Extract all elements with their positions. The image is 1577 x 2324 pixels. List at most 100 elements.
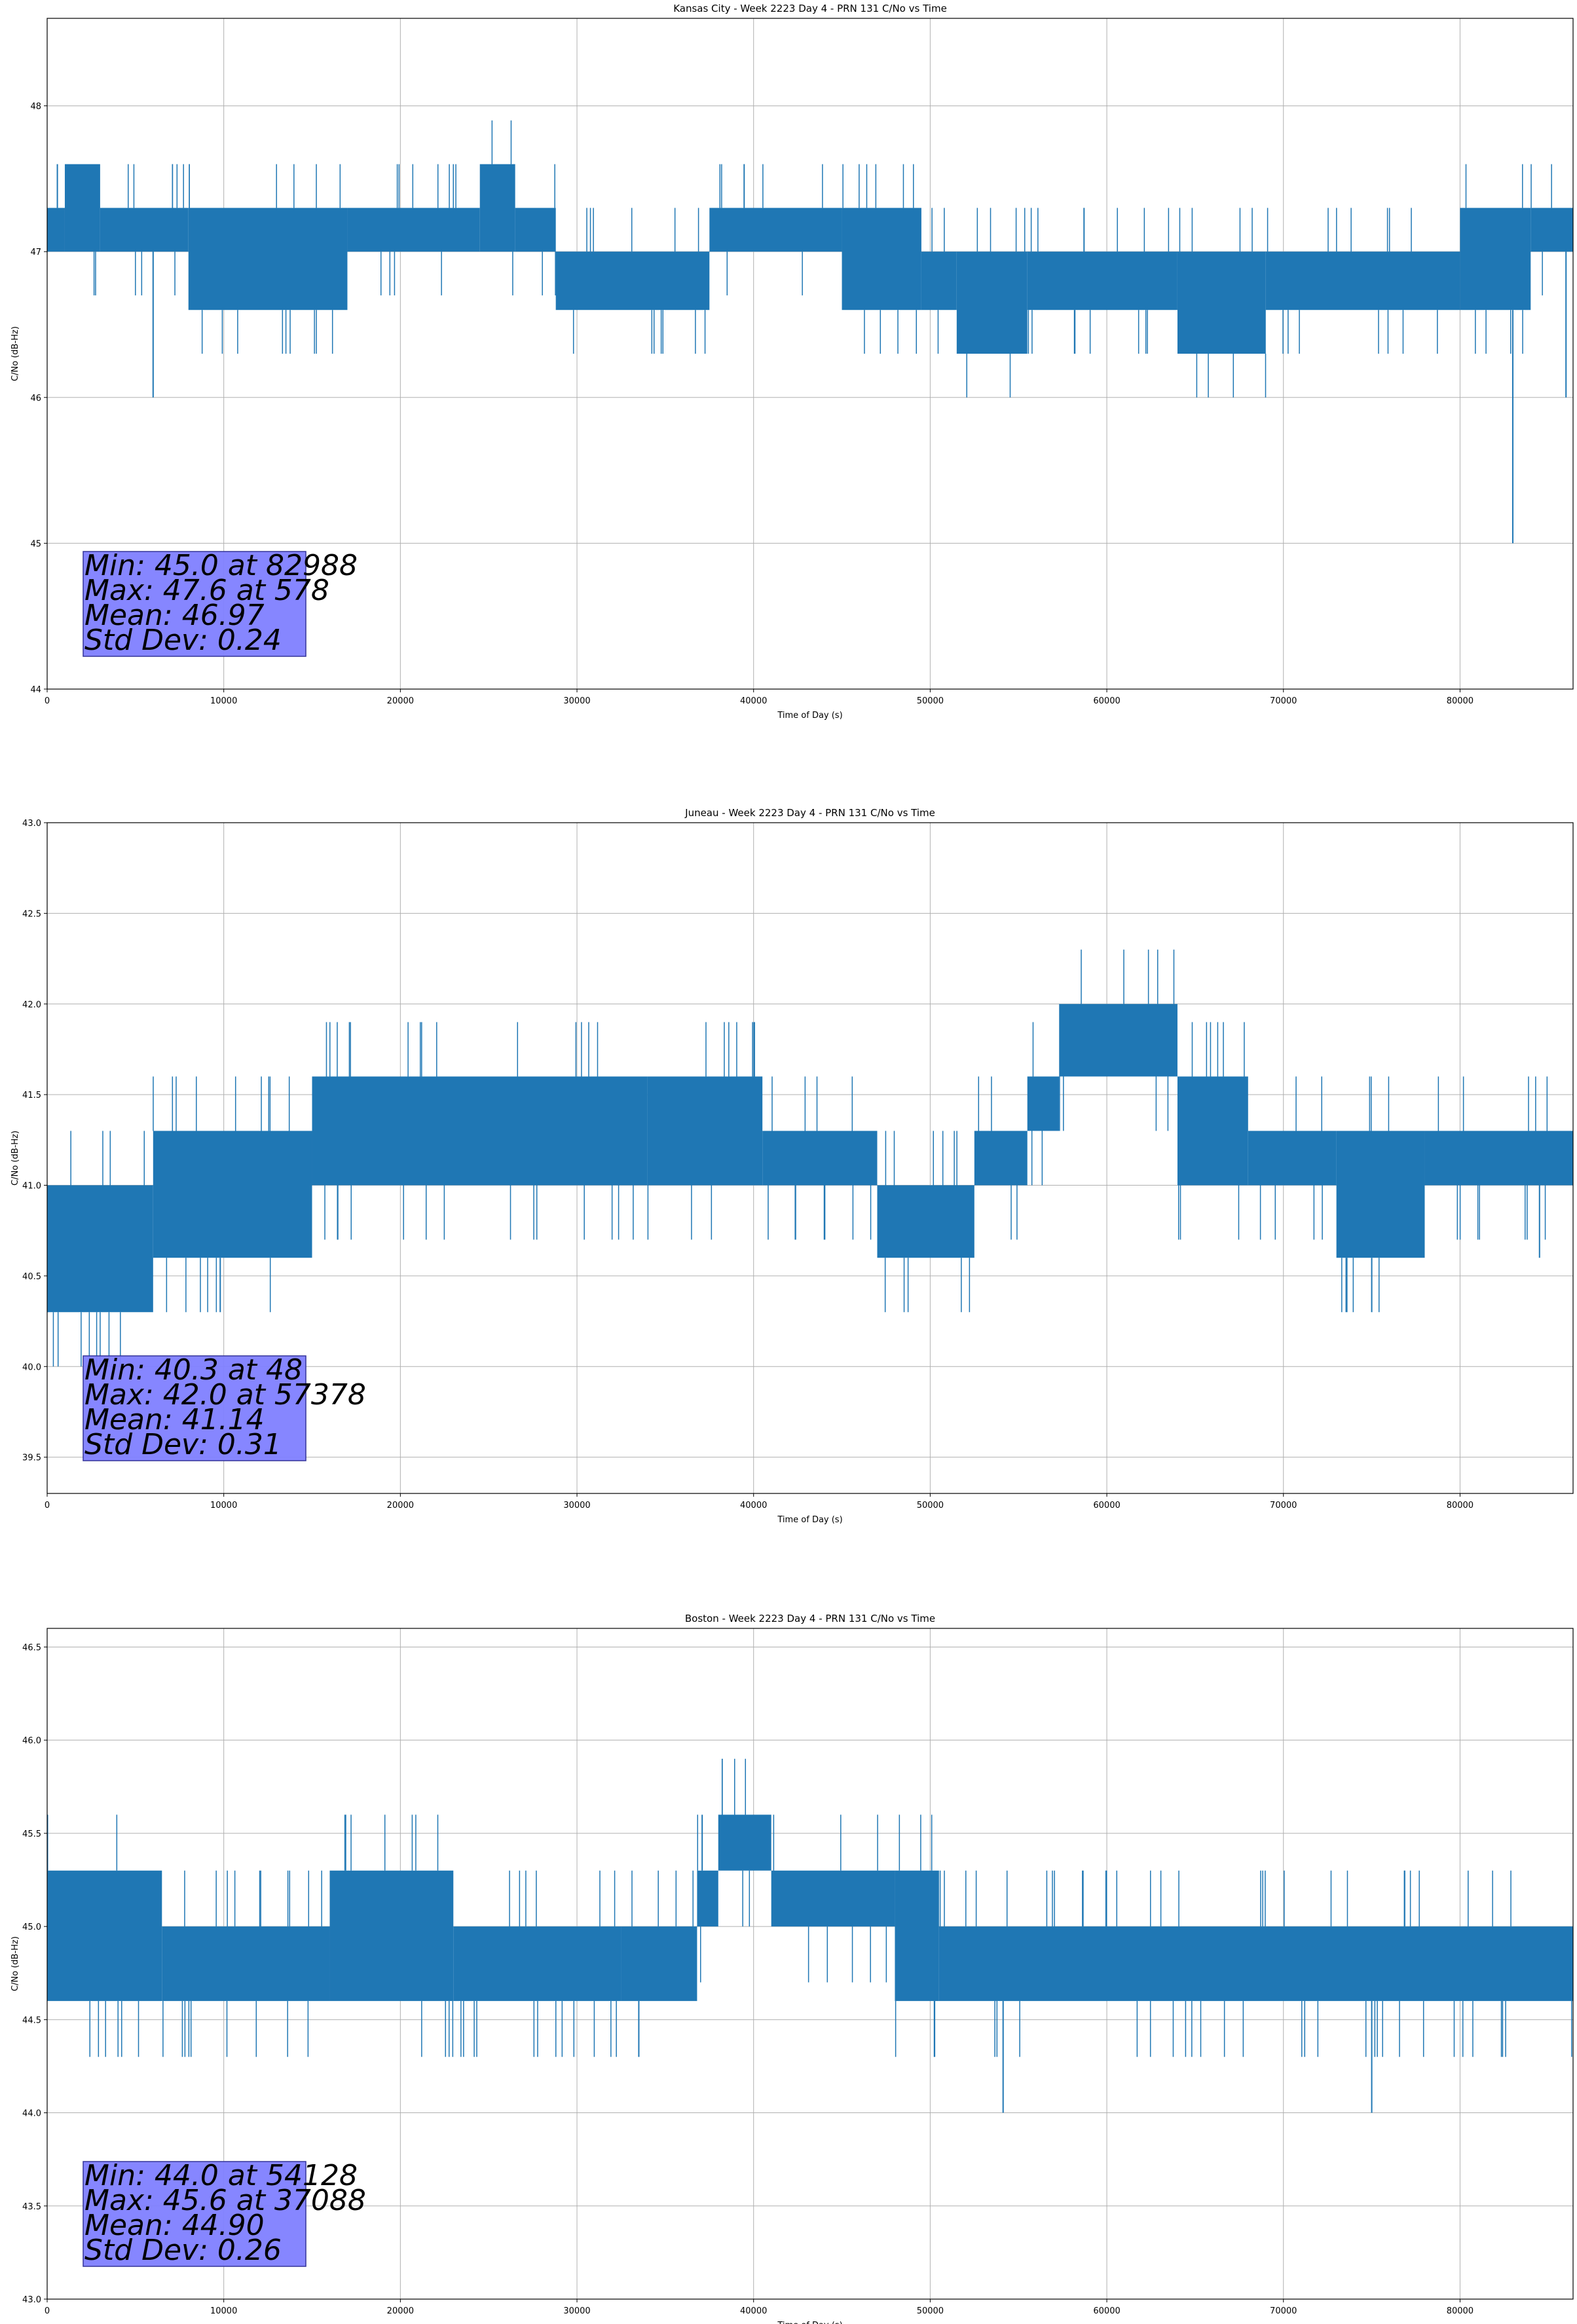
x-tick-label: 60000 xyxy=(1093,1501,1120,1510)
series-band xyxy=(1248,1131,1337,1186)
x-tick-label: 40000 xyxy=(740,1501,767,1510)
series-band xyxy=(771,1870,895,1927)
y-tick-label: 41.0 xyxy=(22,1182,41,1191)
series-line xyxy=(47,120,1573,544)
y-tick-label: 46.0 xyxy=(22,1736,41,1746)
x-tick-label: 70000 xyxy=(1270,2306,1297,2316)
y-tick-label: 46 xyxy=(30,394,41,403)
series-band xyxy=(921,252,957,310)
series-line xyxy=(47,1759,1573,2113)
x-tick-label: 60000 xyxy=(1093,696,1120,706)
y-tick-label: 39.5 xyxy=(22,1453,41,1463)
x-tick-label: 20000 xyxy=(387,2306,414,2316)
x-tick-label: 80000 xyxy=(1447,1501,1474,1510)
series-band xyxy=(697,1870,718,1927)
y-tick-label: 44.5 xyxy=(22,2015,41,2025)
x-tick-label: 10000 xyxy=(210,696,237,706)
stats-line: Mean: 46.97 xyxy=(84,599,265,632)
x-tick-label: 40000 xyxy=(740,2306,767,2316)
x-tick-label: 20000 xyxy=(387,1501,414,1510)
series-band xyxy=(1424,1131,1573,1186)
x-tick-label: 0 xyxy=(45,2306,50,2316)
series-band xyxy=(877,1185,974,1258)
y-tick-label: 47 xyxy=(30,248,41,257)
y-tick-label: 42.5 xyxy=(22,909,41,919)
x-tick-label: 50000 xyxy=(917,696,944,706)
y-tick-label: 44.0 xyxy=(22,2109,41,2119)
x-tick-label: 30000 xyxy=(563,2306,590,2316)
stats-line: Std Dev: 0.31 xyxy=(84,1428,282,1461)
series-band xyxy=(47,1185,153,1313)
y-tick-label: 48 xyxy=(30,102,41,112)
stats-line: Min: 40.3 at 48 xyxy=(84,1353,303,1387)
series-band xyxy=(1531,208,1573,252)
series-band xyxy=(1177,1076,1248,1186)
stats-box-background xyxy=(83,551,306,657)
x-tick-label: 70000 xyxy=(1270,1501,1297,1510)
series-band xyxy=(329,1870,454,2001)
series-band xyxy=(1027,252,1178,310)
series-band xyxy=(621,1926,697,2001)
series-line xyxy=(47,949,1573,1367)
y-tick-label: 45.5 xyxy=(22,1829,41,1839)
y-tick-label: 43.5 xyxy=(22,2202,41,2212)
series-band xyxy=(1177,252,1266,354)
series-band xyxy=(312,1076,648,1186)
stats-line: Std Dev: 0.24 xyxy=(84,624,282,657)
series-band xyxy=(956,252,1028,354)
y-tick-label: 40.0 xyxy=(22,1362,41,1372)
chart-title: Boston - Week 2223 Day 4 - PRN 131 C/No … xyxy=(685,1613,935,1624)
series-band xyxy=(188,208,348,310)
axes-frame xyxy=(46,18,1574,690)
x-tick-label: 70000 xyxy=(1270,696,1297,706)
stats-line: Mean: 41.14 xyxy=(84,1403,265,1436)
x-tick-label: 50000 xyxy=(917,2306,944,2316)
series-band xyxy=(100,208,189,252)
axes-frame xyxy=(46,822,1574,1494)
stats-line: Std Dev: 0.26 xyxy=(84,2234,282,2267)
x-tick-label: 10000 xyxy=(210,2306,237,2316)
chart-boston: Boston - Week 2223 Day 4 - PRN 131 C/No … xyxy=(10,1613,1574,2324)
x-tick-label: 0 xyxy=(45,696,50,706)
y-tick-label: 45 xyxy=(30,539,41,549)
x-tick-label: 30000 xyxy=(563,696,590,706)
series-band xyxy=(1059,1003,1178,1077)
y-tick-label: 43.0 xyxy=(22,2295,41,2305)
stats-line: Max: 45.6 at 37088 xyxy=(84,2184,366,2217)
series-band xyxy=(647,1076,763,1186)
x-tick-label: 80000 xyxy=(1447,2306,1474,2316)
x-tick-label: 60000 xyxy=(1093,2306,1120,2316)
x-tick-label: 0 xyxy=(45,1501,50,1510)
x-tick-label: 80000 xyxy=(1447,696,1474,706)
series-band xyxy=(974,1131,1028,1186)
y-tick-label: 46.5 xyxy=(22,1643,41,1653)
stats-box-background xyxy=(83,2161,306,2267)
y-tick-label: 45.0 xyxy=(22,1922,41,1932)
series-band xyxy=(162,1926,330,2001)
y-axis-label: C/No (dB-Hz) xyxy=(10,1936,20,1991)
series-band xyxy=(153,1131,312,1258)
axes-frame xyxy=(46,1628,1574,2300)
series-band xyxy=(47,208,65,252)
x-tick-label: 20000 xyxy=(387,696,414,706)
y-tick-label: 40.5 xyxy=(22,1272,41,1282)
x-axis-label: Time of Day (s) xyxy=(777,1515,842,1525)
series-band xyxy=(1265,252,1460,310)
x-axis-label: Time of Day (s) xyxy=(777,2321,842,2324)
x-tick-label: 30000 xyxy=(563,1501,590,1510)
series-band xyxy=(479,164,515,252)
stats-line: Min: 45.0 at 82988 xyxy=(84,549,358,582)
chart-title: Juneau - Week 2223 Day 4 - PRN 131 C/No … xyxy=(684,807,935,819)
stats-line: Max: 47.6 at 578 xyxy=(84,574,329,607)
y-tick-label: 44 xyxy=(30,685,41,695)
series-band xyxy=(1027,1076,1060,1131)
stats-box-background xyxy=(83,1355,306,1461)
x-tick-label: 10000 xyxy=(210,1501,237,1510)
series-band xyxy=(347,208,480,252)
series-band xyxy=(1460,208,1531,310)
series-band xyxy=(709,208,842,252)
series-band xyxy=(842,208,921,310)
